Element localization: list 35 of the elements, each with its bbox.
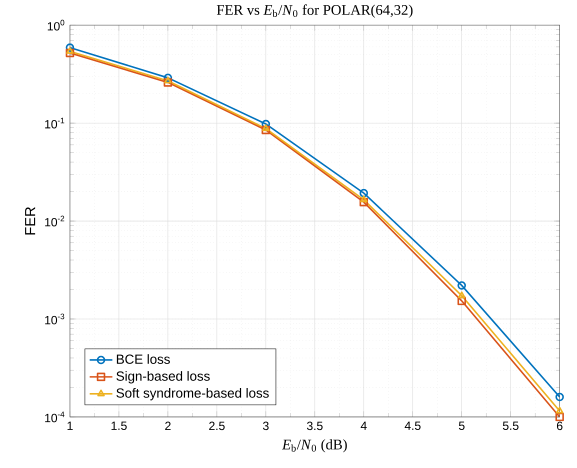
y-tick-label: 10$^{-4}$: [45, 411, 64, 422]
point: [458, 291, 466, 298]
x-tick-label: 1: [68, 422, 73, 430]
x-tick-label: 6: [556, 422, 562, 430]
legend-label: Sign-based loss: [116, 370, 210, 384]
point: [164, 76, 172, 84]
point: [360, 188, 368, 198]
x-tick-label: 5.5: [502, 422, 519, 430]
x-tick-label: 2.5: [209, 422, 225, 430]
point: [262, 120, 270, 128]
point: [164, 78, 172, 87]
point: [360, 198, 368, 206]
legend-label: Soft syndrome-based loss: [116, 388, 269, 400]
point: [457, 281, 466, 290]
x-tick-label: 1.5: [112, 422, 127, 430]
point: [164, 73, 172, 82]
y-tick-label: 10$^{-2}$: [45, 216, 64, 226]
x-tick-label: 3: [262, 422, 269, 430]
y-tick-label: 10$^{0}$: [48, 20, 64, 30]
x-tick-label: 4.5: [404, 422, 421, 430]
point: [360, 195, 368, 202]
y-tick-label: 10$^{-3}$: [45, 314, 64, 324]
x-tick-label: 3.5: [306, 422, 323, 430]
x-tick-label: 5: [458, 422, 465, 430]
x-tick-label: 4: [360, 422, 367, 430]
point: [262, 126, 270, 134]
point: [457, 296, 466, 306]
chart-title: FER vs E$_{b}$/N$_{0}$ for POLAR(64,32): [216, 4, 413, 18]
x-axis-title: E$_{b}$/N$_{0}$ (dB): [282, 439, 347, 452]
legend-label: BCE loss: [116, 354, 170, 364]
point: [262, 124, 270, 131]
x-tick-label: 2: [165, 422, 171, 430]
y-tick-label: 10$^{-1}$: [45, 118, 64, 128]
y-axis-title: FER: [25, 207, 36, 234]
point: [555, 412, 564, 422]
